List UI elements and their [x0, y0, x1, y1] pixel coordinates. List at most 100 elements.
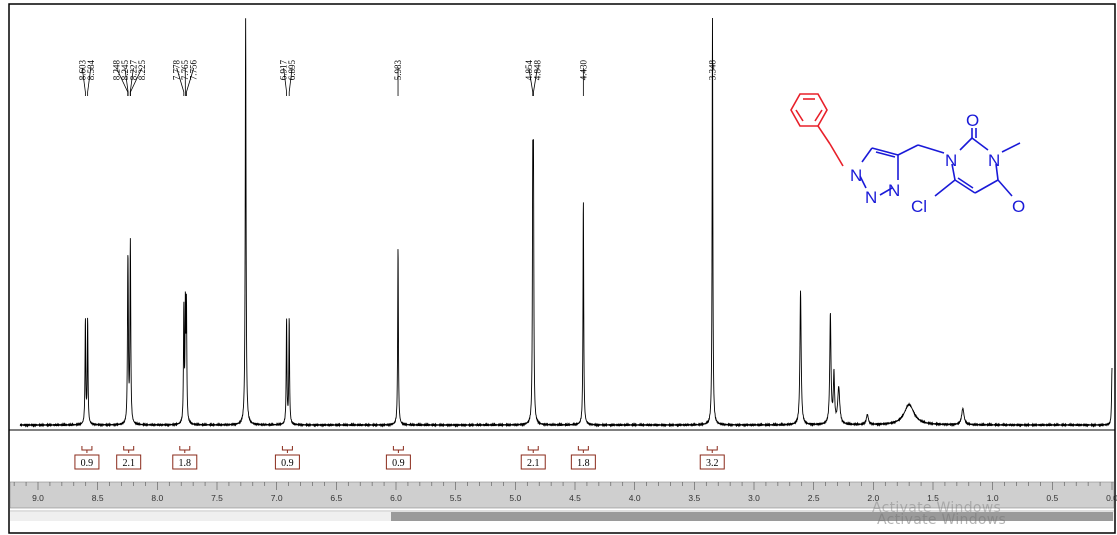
c4-o4-bond	[997, 179, 1013, 197]
peak-leader-line	[176, 67, 185, 93]
peak-leader-line	[81, 67, 86, 93]
integral-value: 0.9	[281, 458, 294, 469]
peak-leader-line	[129, 67, 134, 93]
benzyl-ch2-bond	[817, 125, 831, 145]
scrollbar-thumb[interactable]	[391, 512, 1113, 521]
atom-cl: Cl	[911, 197, 927, 216]
ruler-tick-label: 1.5	[927, 493, 939, 503]
integral-bracket	[123, 446, 135, 453]
peak-label: 3.348	[707, 60, 717, 81]
c6-cl-bond	[934, 179, 956, 197]
ruler-tick-label: 2.5	[808, 493, 820, 503]
integral-bracket	[392, 446, 404, 453]
atom-n-uracil-1: N	[945, 151, 957, 170]
peak-leader-line	[124, 67, 129, 93]
peak-label: 7.778	[172, 60, 182, 81]
peak-label: 8.245	[120, 60, 130, 81]
integral-bracket	[281, 446, 293, 453]
peak-leader-line	[87, 67, 92, 93]
peak-label: 8.248	[111, 60, 121, 81]
ruler-tick-label: 6.5	[330, 493, 342, 503]
integral-value: 2.1	[527, 458, 540, 469]
spectrum-trace	[19, 17, 1113, 428]
peak-label: 4.854	[524, 60, 534, 81]
ruler-tick-label: 4.5	[569, 493, 581, 503]
ruler-tick-label: 8.5	[92, 493, 104, 503]
linker-bond-2	[917, 144, 945, 154]
integral-value: 1.8	[577, 458, 590, 469]
ruler-tick-label: 4.0	[629, 493, 641, 503]
c5-c4-bond	[871, 147, 899, 156]
ruler-background	[9, 481, 1115, 509]
ruler-tick-label: 0.0	[1106, 493, 1117, 503]
integral-box	[520, 454, 546, 470]
peak-leader-line	[130, 67, 143, 93]
peak-leader-line	[528, 67, 534, 93]
peak-label: 4.430	[578, 60, 588, 81]
integral-bracket	[179, 446, 191, 453]
c5-c6-bond	[954, 179, 976, 194]
peak-label: 4.848	[532, 60, 542, 81]
c2-n3u-bond	[971, 137, 989, 151]
integral-bracket	[577, 446, 589, 453]
chemical-structure: N N N N N O O Cl	[790, 93, 1025, 216]
peak-label: 5.983	[393, 60, 403, 81]
c5-c6-double	[957, 177, 974, 189]
n2-n1-bond	[859, 175, 867, 189]
integrals-layer: 0.9 2.1 1.8 0.9 0.9 2.1 1.8 3.2	[74, 446, 725, 470]
atom-n-uracil-3: N	[988, 151, 1000, 170]
atom-o2: O	[966, 111, 979, 130]
benzyl-ch2-bond-2	[829, 143, 844, 167]
peak-leader-line	[533, 67, 538, 93]
peak-label: 6.895	[287, 60, 297, 81]
atom-o4: O	[1012, 197, 1025, 216]
integral-value: 0.9	[392, 458, 405, 469]
integral-value: 0.9	[81, 458, 94, 469]
integral-box	[570, 454, 596, 470]
triazole-double-1	[875, 151, 896, 158]
peak-label: 7.765	[180, 60, 190, 81]
ruler-tick-label: 5.0	[509, 493, 521, 503]
integral-box	[116, 454, 142, 470]
ruler-tick-label: 8.0	[151, 493, 163, 503]
peak-leader-line	[186, 67, 195, 93]
linker-bond-1	[897, 144, 919, 156]
activate-windows-watermark-2: Activate Windows	[877, 512, 1007, 528]
integral-bracket	[706, 446, 718, 453]
horizontal-scrollbar[interactable]	[10, 510, 1114, 521]
integral-box	[74, 454, 100, 470]
ruler-tick-label: 3.5	[688, 493, 700, 503]
activate-windows-watermark: Activate Windows	[872, 500, 1002, 516]
integral-box	[699, 454, 725, 470]
peak-label: 8.603	[77, 60, 87, 81]
n1-c5-bond	[861, 147, 873, 163]
peak-leader-line	[288, 67, 293, 93]
ruler-tick-label: 3.0	[748, 493, 760, 503]
ruler-tick-label: 7.5	[211, 493, 223, 503]
atom-labels: N N N N N O O Cl	[850, 111, 1025, 216]
atom-n1: N	[850, 166, 862, 185]
peak-label: 8.225	[137, 60, 147, 81]
n3u-me-bond	[1001, 142, 1021, 153]
integral-bracket	[527, 446, 539, 453]
benzene-inner-bond-2	[814, 109, 823, 122]
peak-label: 8.584	[86, 60, 96, 81]
atom-n3: N	[888, 181, 900, 200]
ruler-tick-label: 1.0	[987, 493, 999, 503]
integral-value: 3.2	[706, 458, 719, 469]
outer-frame	[8, 3, 1116, 534]
plot-frame	[8, 3, 1116, 534]
ruler-tick-label: 0.5	[1046, 493, 1058, 503]
ruler-tick-label: 5.5	[450, 493, 462, 503]
benzyl-group	[790, 93, 844, 167]
ruler-tick-label: 9.0	[32, 493, 44, 503]
integral-bracket	[81, 446, 93, 453]
ppm-axis-ruler: 9.0 8.5 8.0 7.5 7.0 6.5 6.0 5.5 5.0 4.5 4.0 3.5 3.0 2…	[9, 481, 1117, 509]
integral-box	[385, 454, 411, 470]
benzene-inner-bond-3	[795, 109, 804, 122]
peak-leader-line	[283, 67, 287, 93]
ruler-tick-label: 2.0	[867, 493, 879, 503]
n3u-c4-bond	[995, 163, 999, 181]
